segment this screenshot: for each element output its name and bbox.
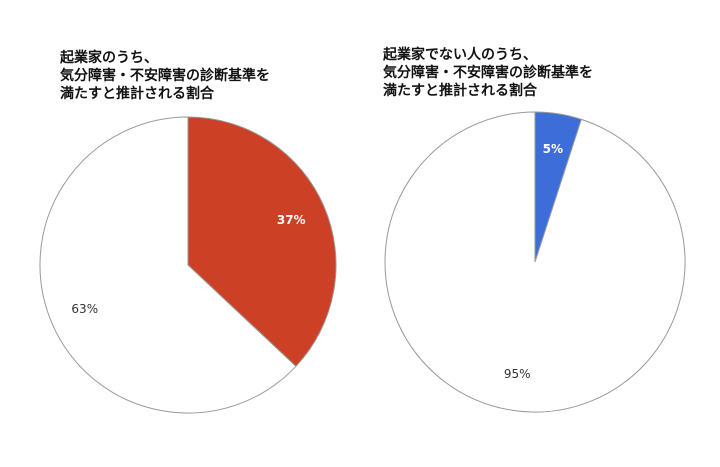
data-label: 5% <box>543 142 563 156</box>
chart-title: 起業家のうち、 <box>59 49 158 66</box>
pie-slice <box>39 116 297 414</box>
data-label: 95% <box>504 367 531 381</box>
chart-title: 気分障害・不安障害の診断基準を <box>60 67 270 84</box>
pie-slice <box>384 111 686 413</box>
chart-title: 満たすと推計される割合 <box>60 85 215 102</box>
chart-title: 満たすと推計される割合 <box>383 82 538 99</box>
chart-title: 起業家でない人のうち、 <box>382 46 537 63</box>
data-label: 37% <box>277 213 306 227</box>
chart-title: 気分障害・不安障害の診断基準を <box>383 64 593 81</box>
pie-slice <box>187 116 337 368</box>
data-label: 63% <box>71 302 98 316</box>
